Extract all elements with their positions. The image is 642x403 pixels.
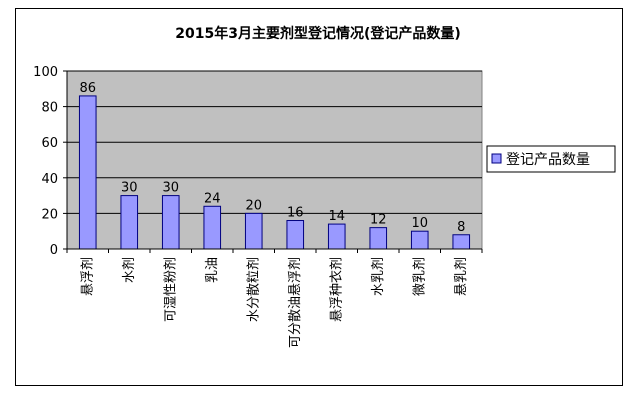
data-label: 14 bbox=[328, 209, 345, 224]
x-category-label: 水乳剂 bbox=[371, 257, 386, 296]
data-label: 30 bbox=[121, 181, 138, 196]
y-tick-label: 20 bbox=[41, 207, 58, 222]
data-label: 24 bbox=[204, 191, 221, 206]
legend-swatch bbox=[491, 153, 502, 164]
bar bbox=[369, 227, 388, 250]
x-category-label: 悬乳剂 bbox=[454, 257, 469, 296]
bar bbox=[203, 205, 222, 250]
bar bbox=[120, 195, 139, 250]
y-tick-label: 80 bbox=[41, 101, 58, 116]
data-label: 30 bbox=[162, 181, 179, 196]
y-tick-label: 0 bbox=[50, 243, 58, 258]
y-tick-label: 40 bbox=[41, 172, 58, 187]
data-label: 16 bbox=[287, 206, 304, 221]
x-category-label: 可湿性粉剂 bbox=[163, 257, 178, 322]
x-category-label: 悬浮剂 bbox=[80, 257, 95, 296]
x-category-label: 悬浮种衣剂 bbox=[328, 257, 344, 322]
data-label: 10 bbox=[411, 216, 428, 231]
x-category-label: 乳油 bbox=[205, 257, 220, 283]
y-tick-label: 100 bbox=[33, 65, 58, 80]
x-category-label: 水分散粒剂 bbox=[246, 257, 261, 322]
bar bbox=[327, 223, 346, 250]
data-labels: 86 30 30 24 20 16 14 12 10 8 bbox=[79, 81, 465, 235]
data-label: 86 bbox=[79, 81, 96, 96]
data-label: 12 bbox=[370, 213, 387, 228]
y-tick-label: 60 bbox=[41, 136, 58, 151]
data-label: 8 bbox=[457, 220, 465, 235]
bar bbox=[410, 230, 429, 250]
legend-box bbox=[486, 145, 616, 173]
x-category-label: 微乳剂 bbox=[412, 257, 427, 296]
bar bbox=[452, 234, 471, 250]
bar bbox=[286, 220, 305, 250]
x-axis-category-labels: 悬浮剂 水剂 可湿性粉剂 乳油 水分散粒剂 可分散油悬浮剂 悬浮种衣剂 水乳剂 微乳剂 悬乳剂 bbox=[66, 249, 483, 348]
bar bbox=[244, 212, 263, 250]
legend: 登记产品数量 bbox=[486, 145, 616, 173]
chart-title: 2015年3月主要剂型登记情况(登记产品数量) bbox=[175, 25, 461, 42]
bar bbox=[161, 195, 180, 250]
legend-label: 登记产品数量 bbox=[506, 152, 590, 168]
data-label: 20 bbox=[245, 198, 262, 213]
bars bbox=[78, 95, 471, 250]
x-category-label: 水剂 bbox=[122, 257, 137, 283]
y-axis-ticks: 0 20 40 60 80 100 bbox=[33, 65, 67, 258]
bar bbox=[78, 95, 97, 250]
x-category-label: 可分散油悬浮剂 bbox=[288, 257, 303, 348]
